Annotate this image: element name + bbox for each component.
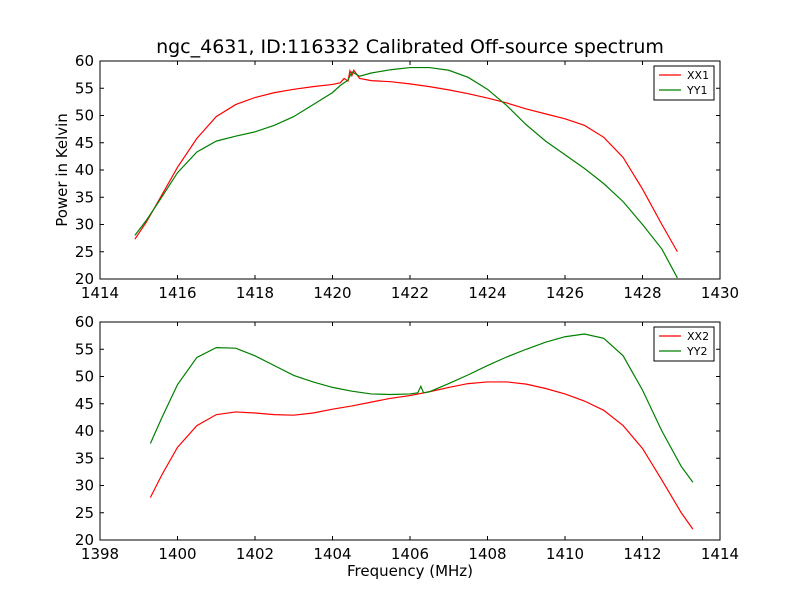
series-line-yy1 <box>134 66 678 279</box>
y-tick-label: 35 <box>75 188 94 206</box>
x-tick-label: 1424 <box>468 284 506 302</box>
legend-label-xx2: XX2 <box>687 330 709 343</box>
y-tick-label: 40 <box>75 161 94 179</box>
x-tick-label: 1428 <box>623 284 661 302</box>
y-tick-label: 25 <box>75 504 94 522</box>
x-tick-label: 1430 <box>701 284 739 302</box>
y-axis-label: Power in Kelvin <box>53 113 71 227</box>
legend-label-yy2: YY2 <box>686 345 707 358</box>
series-line-xx2 <box>149 381 694 530</box>
x-tick-label: 1412 <box>623 545 661 563</box>
y-tick-label: 25 <box>75 243 94 261</box>
y-tick-label: 50 <box>75 107 94 125</box>
y-tick-label: 45 <box>75 395 94 413</box>
x-tick-label: 1398 <box>81 545 119 563</box>
x-tick-label: 1426 <box>546 284 584 302</box>
x-tick-label: 1420 <box>313 284 351 302</box>
x-tick-label: 1408 <box>468 545 506 563</box>
legend-label-yy1: YY1 <box>686 84 707 97</box>
x-tick-label: 1422 <box>391 284 429 302</box>
y-tick-label: 20 <box>75 270 94 288</box>
bottom-subplot: 1398 1400 1402 1404 1406 1408 1410 1412 1414 20 25… <box>75 313 739 580</box>
y-tick-label: 55 <box>75 340 94 358</box>
top-subplot: 1414 1416 1418 1420 1422 1424 1426 1428 1430 20 25… <box>53 36 739 302</box>
y-tick-label: 20 <box>75 531 94 549</box>
y-tick-label: 50 <box>75 368 94 386</box>
y-tick-label: 35 <box>75 449 94 467</box>
legend-box <box>653 65 715 101</box>
y-tick-label: 60 <box>75 313 94 331</box>
y-tick-label: 40 <box>75 422 94 440</box>
y-tick-label: 30 <box>75 216 94 234</box>
y-tick-label: 60 <box>75 52 94 70</box>
x-tick-label: 1414 <box>81 284 119 302</box>
x-axis-label: Frequency (MHz) <box>347 562 473 580</box>
x-tick-label: 1416 <box>158 284 196 302</box>
y-tick-label: 30 <box>75 477 94 495</box>
x-tick-label: 1418 <box>236 284 274 302</box>
y-tick-label: 55 <box>75 79 94 97</box>
x-tick-label: 1414 <box>701 545 739 563</box>
x-tick-label: 1400 <box>158 545 196 563</box>
legend-label-xx1: XX1 <box>687 69 709 82</box>
x-tick-label: 1410 <box>546 545 584 563</box>
x-tick-label: 1402 <box>236 545 274 563</box>
y-tick-label: 45 <box>75 134 94 152</box>
x-tick-label: 1404 <box>313 545 351 563</box>
x-tick-label: 1406 <box>391 545 429 563</box>
series-line-yy2 <box>149 333 694 483</box>
chart-title: ngc_4631, ID:116332 Calibrated Off-sourc… <box>156 36 664 58</box>
legend-box <box>653 326 715 362</box>
